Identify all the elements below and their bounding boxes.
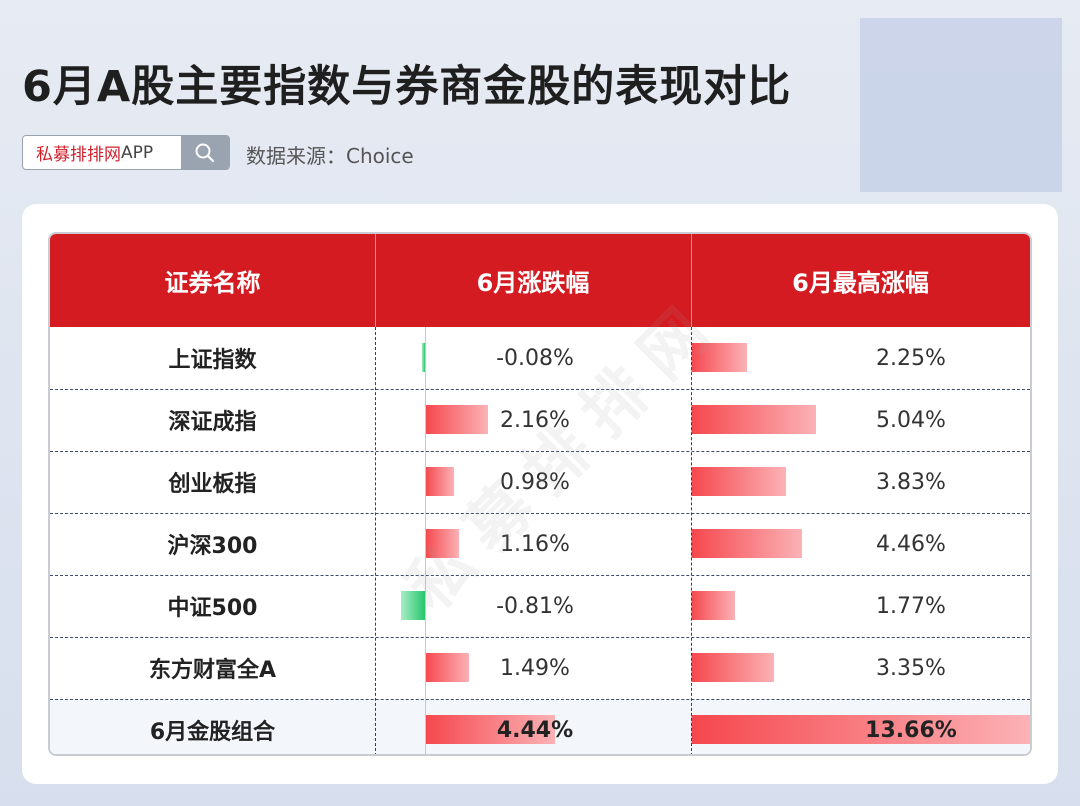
row-divider (50, 451, 1030, 452)
column-divider (691, 327, 692, 754)
row-divider (50, 699, 1030, 700)
high-value: 3.35% (876, 655, 946, 681)
table-row: 沪深300 1.16% 4.46% (50, 513, 1030, 575)
header-high: 6月最高涨幅 (792, 269, 929, 297)
change-bar (425, 405, 489, 434)
high-value: 5.04% (876, 407, 946, 433)
high-bar (691, 343, 747, 372)
row-divider (50, 513, 1030, 514)
zero-axis (425, 327, 426, 754)
high-bar (691, 591, 735, 620)
search-button[interactable] (181, 136, 229, 169)
high-value: 2.25% (876, 345, 946, 371)
table-row: 创业板指 0.98% 3.83% (50, 451, 1030, 513)
high-value: 3.83% (876, 469, 946, 495)
table-header: 证券名称 6月涨跌幅 6月最高涨幅 (50, 234, 1030, 327)
row-name: 沪深300 (167, 534, 258, 559)
search-app: APP (121, 142, 154, 163)
row-name: 上证指数 (168, 348, 257, 373)
data-source: 数据来源：Choice (246, 144, 414, 168)
change-bar (425, 467, 454, 496)
change-value: 1.16% (500, 531, 570, 557)
table-row: 6月金股组合 4.44% 13.66% (50, 699, 1030, 754)
row-divider (50, 389, 1030, 390)
table-row: 东方财富全A 1.49% 3.35% (50, 637, 1030, 699)
change-value: 1.49% (500, 655, 570, 681)
row-name: 创业板指 (168, 472, 257, 497)
change-value: -0.81% (496, 593, 574, 619)
high-bar (691, 467, 786, 496)
change-value: 2.16% (500, 407, 570, 433)
table-row: 深证成指 2.16% 5.04% (50, 389, 1030, 451)
change-value: -0.08% (496, 345, 574, 371)
high-bar (691, 653, 775, 682)
high-value: 4.46% (876, 531, 946, 557)
search-box[interactable]: 私募排排网 APP (22, 135, 230, 170)
change-bar (422, 343, 425, 372)
table-row: 中证500 -0.81% 1.77% (50, 575, 1030, 637)
header-change: 6月涨跌幅 (476, 269, 590, 297)
row-name: 中证500 (167, 596, 258, 621)
high-value: 1.77% (876, 593, 946, 619)
high-bar (691, 529, 802, 558)
high-value: 13.66% (865, 717, 957, 743)
change-bar (425, 529, 459, 558)
decorative-panel (860, 18, 1062, 192)
comparison-table: 证券名称 6月涨跌幅 6月最高涨幅 上证指数 -0.08% 2.25% 深证成指 2.1… (48, 232, 1032, 756)
row-divider (50, 575, 1030, 576)
row-name: 6月金股组合 (149, 720, 276, 745)
change-value: 4.44% (496, 717, 574, 743)
change-bar (425, 715, 556, 744)
row-name: 东方财富全A (148, 658, 277, 683)
table-row: 上证指数 -0.08% 2.25% (50, 327, 1030, 389)
search-icon (195, 143, 215, 162)
row-name: 深证成指 (168, 410, 257, 435)
search-text[interactable]: 私募排排网 APP (23, 136, 181, 169)
search-brand: 私募排排网 (36, 145, 121, 165)
high-bar (691, 715, 1030, 744)
row-divider (50, 637, 1030, 638)
change-bar (425, 653, 469, 682)
change-value: 0.98% (500, 469, 570, 495)
page-title: 6月A股主要指数与券商金股的表现对比 (22, 62, 792, 112)
column-divider (375, 327, 376, 754)
header-name: 证券名称 (164, 269, 261, 297)
change-bar (401, 591, 425, 620)
high-bar (691, 405, 816, 434)
